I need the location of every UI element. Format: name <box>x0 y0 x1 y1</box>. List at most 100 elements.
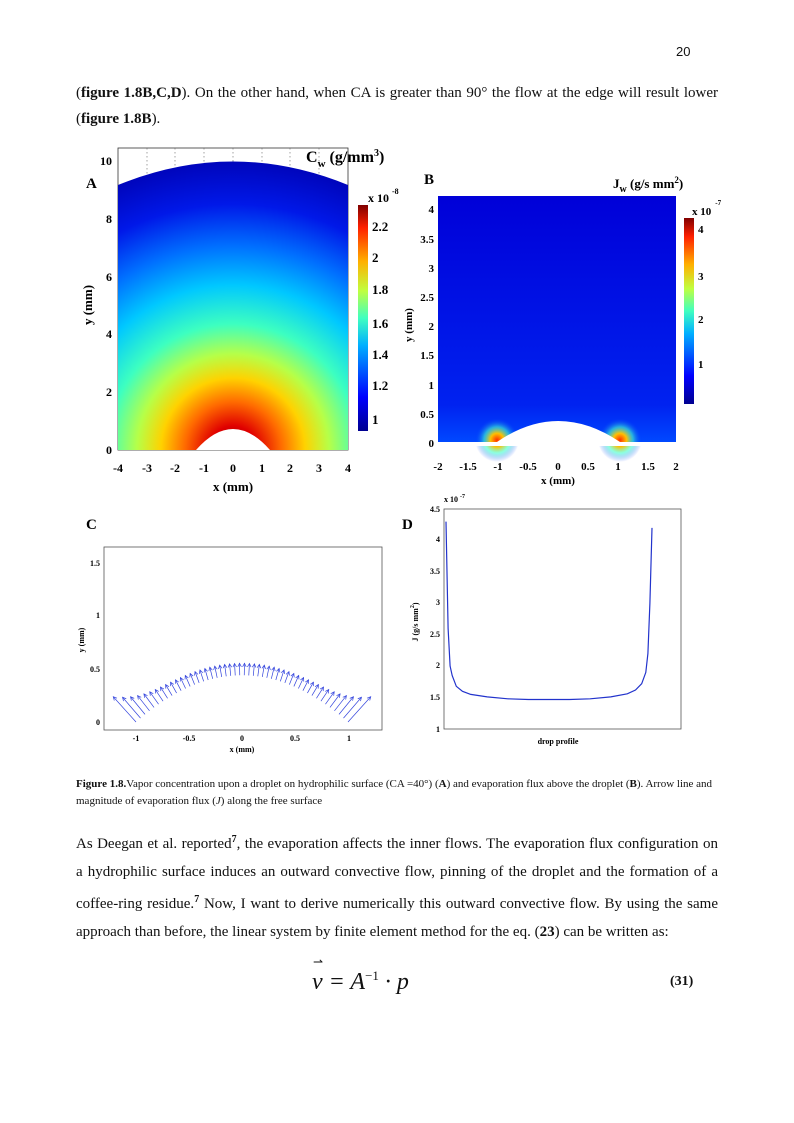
flux-arrow-head <box>261 664 266 670</box>
flux-arrow-head <box>218 664 223 670</box>
flux-arrow-head <box>290 672 295 678</box>
cb-tick: 2 <box>372 250 379 265</box>
panel-d-mult: x 10 -7 <box>444 494 465 504</box>
cb-tick: 2 <box>698 314 704 326</box>
xtick: 2 <box>287 461 293 475</box>
para-text: Now, I want to derive numerically this o… <box>76 896 718 940</box>
flux-arrow <box>175 679 182 691</box>
intro-text-3: ). <box>151 111 161 127</box>
xtick: 1.5 <box>641 461 655 473</box>
ytick: 4.5 <box>430 505 440 514</box>
flux-arrow <box>257 664 260 677</box>
equation-number: (31) <box>670 974 694 989</box>
flux-arrow <box>266 665 270 678</box>
caption-label: Figure 1.8. <box>76 778 127 790</box>
xtick: -1.5 <box>459 461 477 473</box>
flux-arrow <box>154 689 164 702</box>
panel-d-ylabel: J (g/s mm2) <box>410 602 420 641</box>
flux-arrow-head <box>198 669 204 674</box>
para-text: , the evaporation affects the inner flow… <box>76 836 718 912</box>
panel-c-letter: C <box>86 517 97 533</box>
flux-arrow-head <box>112 696 118 701</box>
page-number: 20 <box>676 44 691 59</box>
flux-arrow <box>316 686 324 699</box>
panel-c-xticks: -1 -0.5 0 0.5 1 <box>133 734 351 743</box>
ytick: 4 <box>429 204 435 216</box>
xtick: -4 <box>113 461 123 475</box>
ytick: 2.5 <box>420 292 434 304</box>
flux-arrow-head <box>256 663 262 669</box>
panel-d-frame <box>443 508 682 730</box>
eq-rhs: · p <box>378 969 409 995</box>
panel-c-frame <box>103 546 383 731</box>
xtick: -0.5 <box>519 461 537 473</box>
flux-arrow <box>204 668 209 681</box>
flux-arrow <box>252 663 255 676</box>
panel-b-title: Jw (g/s mm2) <box>613 175 683 195</box>
flux-arrow-head <box>208 666 213 672</box>
flux-arrows <box>112 662 372 723</box>
flux-arrow-head <box>170 681 175 687</box>
flux-arrow <box>219 665 223 678</box>
flux-arrow-head <box>271 666 276 672</box>
intro-ref-1: figure 1.8B,C,D <box>81 85 182 101</box>
flux-arrow <box>184 675 191 687</box>
caption-text: ). Arrow line and magnitude of evaporati… <box>76 778 713 807</box>
xtick: 0 <box>555 461 561 473</box>
vector-v: ⇀ v <box>312 955 323 995</box>
flux-arrow-head <box>237 662 242 668</box>
flux-arrow-head <box>203 667 208 673</box>
flux-arrow <box>194 671 200 684</box>
panel-b-yticks: 0 0.5 1 1.5 2 2.5 3 3.5 4 <box>420 204 434 450</box>
flux-arrow-head <box>179 676 184 682</box>
flux-arrow-head <box>309 681 314 687</box>
ytick: 4 <box>436 535 440 544</box>
flux-arrow <box>280 669 285 682</box>
flux-arrow-head <box>349 696 354 701</box>
equation-31: ⇀ v = A−1 · p <box>312 955 409 996</box>
ytick-10: 10 <box>100 154 112 168</box>
ytick: 2.5 <box>430 630 440 639</box>
flux-arrow-head <box>165 683 170 689</box>
caption-symbol: J <box>215 795 221 807</box>
flux-arrow <box>334 695 347 712</box>
flux-arrow <box>320 689 330 702</box>
caption-ref: B <box>629 778 637 790</box>
panel-a-cb-ticks: 2.2 2 1.8 1.6 1.4 1.2 1 <box>372 219 389 427</box>
para-text: As Deegan et al. reported <box>76 836 232 852</box>
flux-arrow <box>234 663 236 676</box>
caption-text: ) and evaporation flux above the droplet… <box>446 778 630 790</box>
flux-arrow <box>270 667 275 679</box>
hotspot-right <box>598 418 642 462</box>
xtick: -1 <box>199 461 209 475</box>
figure-1-8: 0 2 4 6 8 10 -4 -3 -2 -1 0 1 2 3 4 x (mm… <box>77 147 722 754</box>
droplet-a <box>196 429 270 450</box>
xtick: 0.5 <box>290 734 300 743</box>
flux-arrow-head <box>285 670 290 676</box>
panel-a-title: Cw (g/mm3) <box>306 148 384 170</box>
cb-tick: 4 <box>698 224 704 236</box>
xtick: 4 <box>345 461 351 475</box>
flux-arrow <box>275 668 280 681</box>
ytick: 0 <box>429 438 435 450</box>
flux-arrow-head <box>247 662 252 668</box>
panel-a-cb-mult: x 10 -8 <box>368 187 399 205</box>
flux-arrow-head <box>222 663 228 669</box>
flux-arrow <box>307 681 314 694</box>
intro-text-1: ( <box>76 85 81 101</box>
flux-field <box>438 196 676 442</box>
ytick: 0 <box>96 718 100 727</box>
xtick: -0.5 <box>183 734 196 743</box>
eq-lhs: v <box>312 969 323 995</box>
panel-c-yticks: 0 0.5 1 1.5 <box>90 559 100 727</box>
caption-text: Vapor concentration upon a droplet on hy… <box>126 778 439 790</box>
flux-arrow-head <box>232 662 237 668</box>
flux-arrow <box>122 697 141 719</box>
caption-ref: A <box>438 778 447 790</box>
xtick: -2 <box>433 461 443 473</box>
ytick-8: 8 <box>106 212 112 226</box>
flux-arrow-head <box>189 672 194 678</box>
panel-a-yticks: 0 2 4 6 8 10 <box>100 154 112 457</box>
ytick: 3.5 <box>430 567 440 576</box>
flux-arrow-head <box>314 683 319 689</box>
